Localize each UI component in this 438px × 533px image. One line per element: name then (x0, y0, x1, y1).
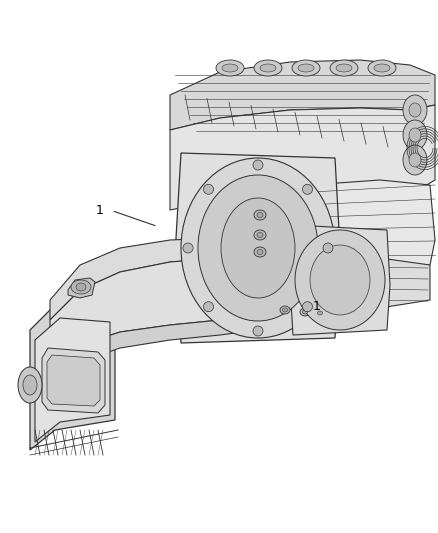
Polygon shape (176, 153, 340, 343)
Ellipse shape (18, 367, 42, 403)
Ellipse shape (292, 60, 320, 76)
Ellipse shape (403, 95, 427, 125)
Polygon shape (50, 315, 258, 378)
Ellipse shape (283, 308, 287, 312)
Ellipse shape (260, 64, 276, 72)
Polygon shape (42, 348, 105, 413)
Polygon shape (30, 305, 115, 450)
Ellipse shape (409, 103, 421, 117)
Ellipse shape (198, 175, 318, 321)
Ellipse shape (183, 243, 193, 253)
Ellipse shape (257, 213, 263, 217)
Ellipse shape (300, 308, 310, 316)
Ellipse shape (403, 145, 427, 175)
Ellipse shape (216, 60, 244, 76)
Ellipse shape (409, 128, 421, 142)
Ellipse shape (303, 310, 307, 314)
Polygon shape (50, 255, 258, 365)
Ellipse shape (222, 64, 238, 72)
Ellipse shape (76, 283, 86, 291)
Polygon shape (258, 255, 430, 315)
Ellipse shape (204, 184, 213, 195)
Polygon shape (290, 225, 390, 335)
Polygon shape (258, 180, 435, 270)
Polygon shape (50, 238, 258, 320)
Ellipse shape (181, 158, 335, 338)
Ellipse shape (336, 64, 352, 72)
Ellipse shape (221, 198, 295, 298)
Text: 1: 1 (312, 300, 320, 313)
Ellipse shape (257, 249, 263, 254)
Ellipse shape (257, 232, 263, 238)
Ellipse shape (315, 309, 325, 317)
Ellipse shape (368, 60, 396, 76)
Ellipse shape (409, 153, 421, 167)
Ellipse shape (204, 302, 213, 312)
Ellipse shape (295, 230, 385, 330)
Ellipse shape (23, 375, 37, 395)
Ellipse shape (403, 120, 427, 150)
Ellipse shape (71, 280, 91, 294)
Ellipse shape (374, 64, 390, 72)
Ellipse shape (280, 306, 290, 314)
Ellipse shape (254, 60, 282, 76)
Ellipse shape (253, 160, 263, 170)
Ellipse shape (330, 60, 358, 76)
Ellipse shape (254, 247, 266, 257)
Ellipse shape (254, 210, 266, 220)
Ellipse shape (253, 326, 263, 336)
Polygon shape (170, 60, 435, 130)
Text: 1: 1 (96, 204, 104, 217)
Ellipse shape (298, 64, 314, 72)
Polygon shape (35, 318, 110, 442)
Ellipse shape (318, 311, 322, 315)
Polygon shape (68, 278, 95, 298)
Ellipse shape (310, 245, 370, 315)
Ellipse shape (303, 184, 312, 195)
Ellipse shape (323, 243, 333, 253)
Ellipse shape (254, 230, 266, 240)
Polygon shape (170, 105, 435, 210)
Ellipse shape (303, 302, 312, 312)
Polygon shape (47, 355, 100, 406)
